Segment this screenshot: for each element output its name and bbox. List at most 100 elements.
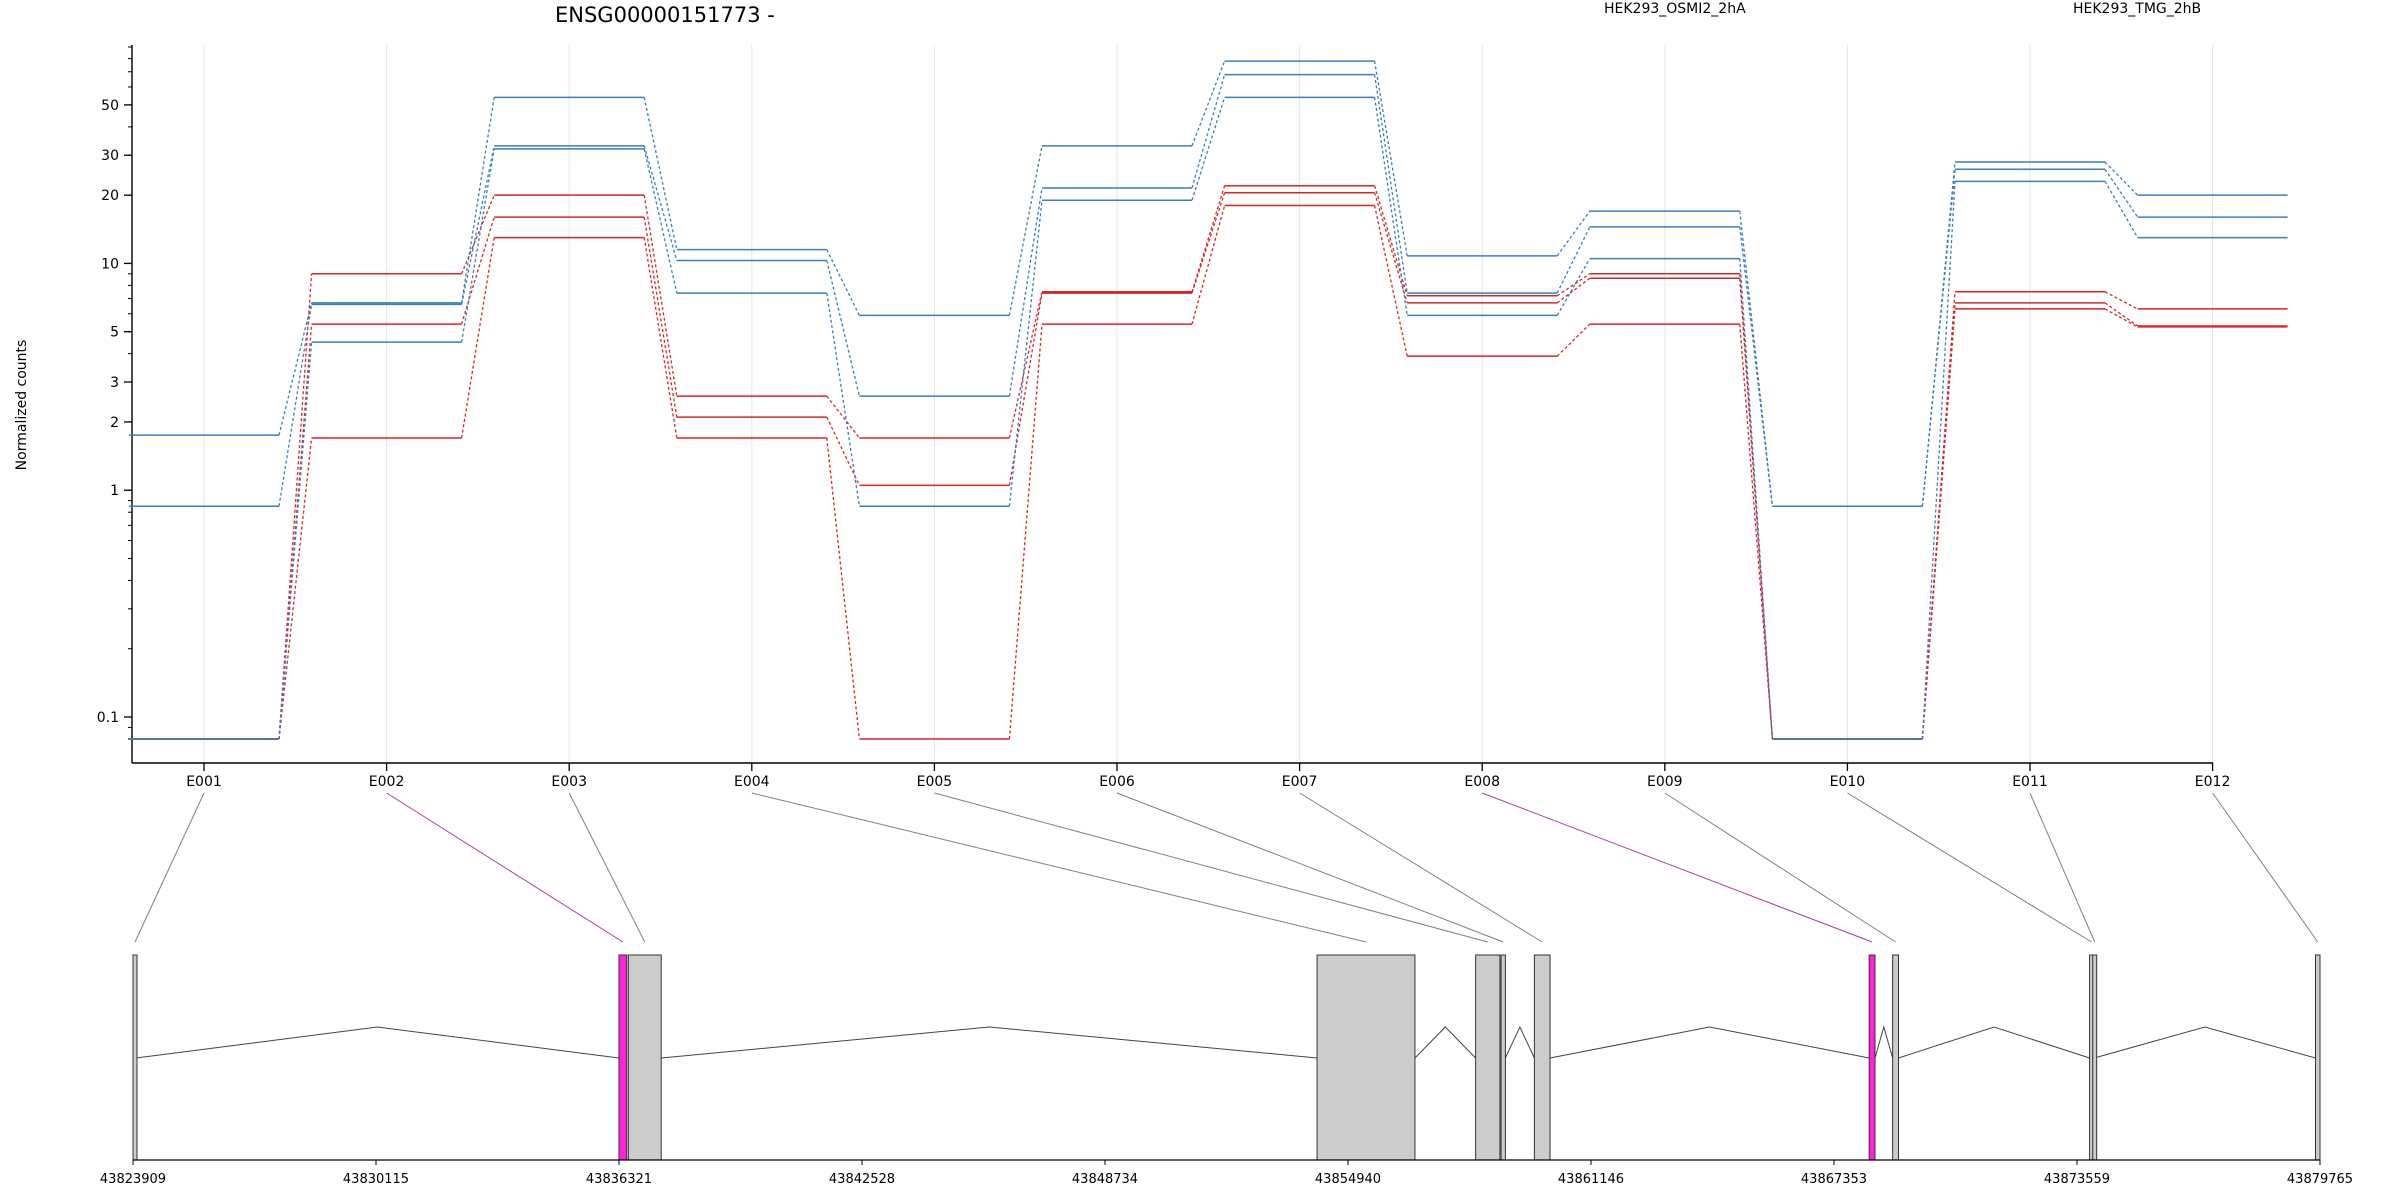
series-4-connector xyxy=(2104,161,2139,196)
series-6-connector xyxy=(2104,181,2139,238)
series-2-connector xyxy=(460,216,495,325)
exon-e007 xyxy=(1533,954,1551,1161)
intron-line xyxy=(2094,1026,2316,1059)
series-1-connector xyxy=(1191,185,1226,292)
series-4-connector xyxy=(278,302,313,436)
series-4-connector xyxy=(1739,211,1774,507)
x-tick-label-e011: E011 xyxy=(2012,774,2048,790)
exon-e008 xyxy=(1868,954,1876,1161)
series-4-connector xyxy=(1556,210,1591,257)
series-5-connector xyxy=(1556,226,1591,294)
x-tick-label-e001: E001 xyxy=(186,774,222,790)
connector-e001 xyxy=(134,792,205,943)
series-6-connector xyxy=(1191,97,1226,201)
series-4-connector xyxy=(1191,60,1226,147)
series-1-connector xyxy=(278,273,313,740)
exon-e004 xyxy=(1316,954,1416,1161)
series-1-connector xyxy=(1373,185,1408,296)
series-2-connector xyxy=(1739,278,1774,740)
connector-e006 xyxy=(1116,792,1504,943)
exon-connectors xyxy=(134,792,2319,943)
connector-e002 xyxy=(386,792,624,943)
x-tick-label-e002: E002 xyxy=(369,774,405,790)
series-5-connector xyxy=(278,304,313,507)
series-6-connector xyxy=(1739,258,1774,740)
series-5-connector xyxy=(643,145,678,261)
coord-label: 43823909 xyxy=(100,1172,166,1187)
series-1 xyxy=(129,185,2288,740)
intron-line xyxy=(1549,1026,1870,1059)
series-6-connector xyxy=(1556,258,1591,316)
series-4-connector xyxy=(1008,145,1043,316)
connector-e004 xyxy=(751,792,1367,943)
series-1-connector xyxy=(2104,291,2138,310)
series-3-connector xyxy=(460,237,495,439)
coord-label: 43854940 xyxy=(1315,1172,1381,1187)
intron-line xyxy=(1898,1026,2090,1059)
connector-e008 xyxy=(1482,792,1873,943)
x-tick-label-e012: E012 xyxy=(2195,774,2231,790)
series-1-connector xyxy=(643,195,678,397)
y-axis-label: Normalized counts xyxy=(14,340,30,471)
series-2-connector xyxy=(1191,192,1226,294)
series-3 xyxy=(129,204,2288,740)
connector-e011 xyxy=(2029,792,2096,943)
coord-label: 43830115 xyxy=(343,1172,409,1187)
series-3-connector xyxy=(278,437,313,740)
y-tick-label: 30 xyxy=(101,148,119,164)
y-tick-label: 1 xyxy=(110,483,119,499)
series xyxy=(129,60,2288,740)
y-tick-label: 50 xyxy=(101,98,119,114)
series-5-connector xyxy=(2104,168,2139,218)
exon-e001 xyxy=(132,954,138,1161)
series-2-connector xyxy=(1008,292,1043,486)
series-6-connector xyxy=(826,292,861,507)
coord-label: 43879765 xyxy=(2287,1172,2353,1187)
series-5-connector xyxy=(1739,226,1774,507)
x-tick-label-e005: E005 xyxy=(917,774,953,790)
x-tick-label-e009: E009 xyxy=(1647,774,1683,790)
exon-e002 xyxy=(618,954,628,1161)
series-5-connector xyxy=(1008,187,1043,397)
x-tick-label-e007: E007 xyxy=(1282,774,1318,790)
axes: 0.1 1 2 3 5 10 20 30 50 E001 E002 E003 E004 E005 E006 E… xyxy=(97,45,2231,790)
series-2-connector xyxy=(826,416,860,486)
y-tick-label: 5 xyxy=(110,325,119,341)
series-3-connector xyxy=(1556,323,1591,357)
series-6-connector xyxy=(1373,97,1408,316)
series-5-connector xyxy=(460,145,495,305)
series-5-connector xyxy=(826,260,861,397)
series-3-connector xyxy=(643,237,678,439)
coord-label: 43867353 xyxy=(1801,1172,1867,1187)
series-5-connector xyxy=(1921,169,1956,507)
exon-e006 xyxy=(1500,954,1506,1161)
y-tick-label: 2 xyxy=(110,415,119,431)
series-2-connector xyxy=(643,217,678,418)
connector-e010 xyxy=(1847,792,2092,943)
exon-e012 xyxy=(2314,954,2321,1161)
connector-e012 xyxy=(2212,792,2319,943)
coord-label: 43848734 xyxy=(1072,1172,1138,1187)
series-4-connector xyxy=(1373,60,1408,256)
y-tick-label: 0.1 xyxy=(97,710,119,726)
series-6 xyxy=(129,96,2288,740)
coord-label: 43873559 xyxy=(2044,1172,2110,1187)
series-4-connector xyxy=(826,249,860,316)
series-5-connector xyxy=(1191,74,1226,189)
series-6-connector xyxy=(1008,200,1043,507)
series-1-connector xyxy=(1008,291,1043,439)
intron-line xyxy=(1504,1025,1535,1059)
chart-title: ENSG00000151773 - xyxy=(555,3,775,27)
connector-e003 xyxy=(568,792,646,943)
legend-group-tmg: HEK293_TMG_2hB xyxy=(2073,1,2201,17)
series-6-connector xyxy=(460,148,495,343)
series-4 xyxy=(129,60,2288,507)
coord-label: 43842528 xyxy=(829,1172,895,1187)
series-5-connector xyxy=(1373,74,1408,294)
connector-e005 xyxy=(934,792,1488,943)
series-4-connector xyxy=(643,97,678,250)
series-3-connector xyxy=(1373,205,1408,357)
connector-e009 xyxy=(1664,792,1896,943)
grid xyxy=(203,45,2214,763)
